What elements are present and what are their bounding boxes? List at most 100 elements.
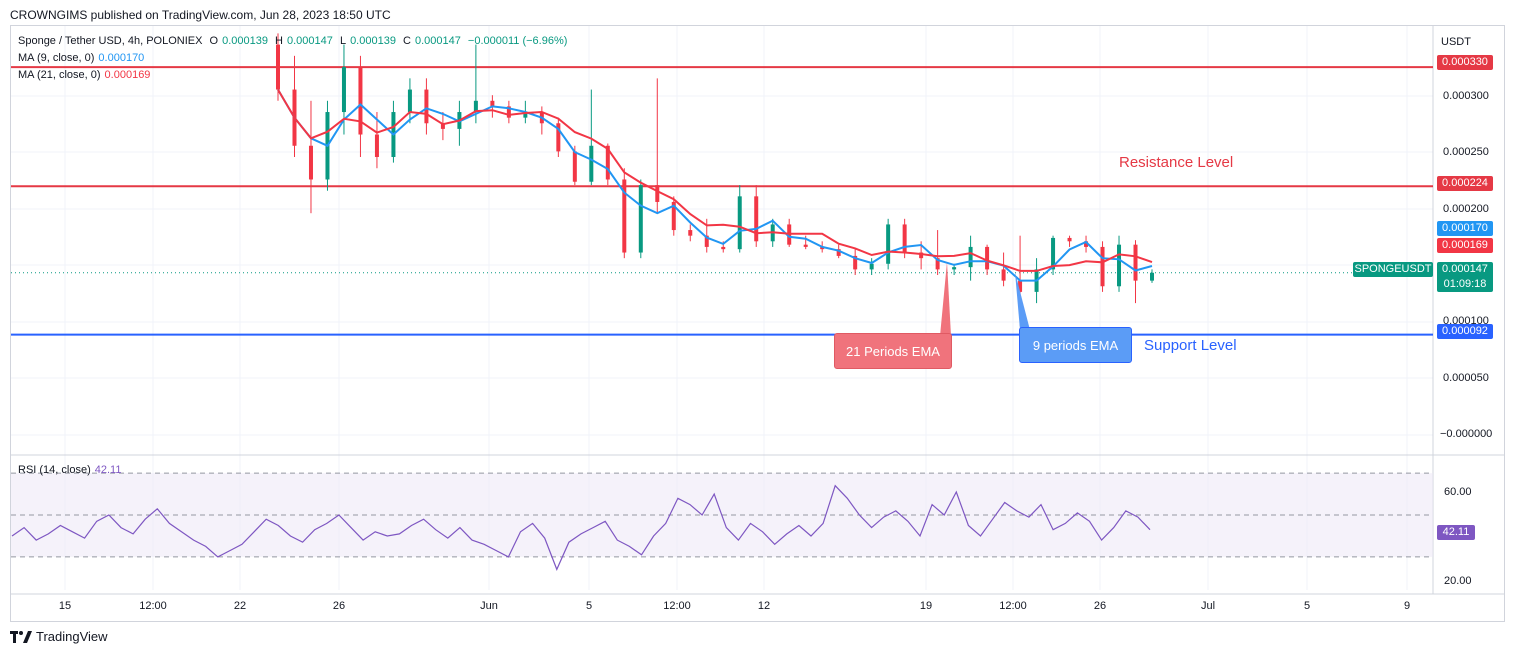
candle-body: [737, 196, 742, 250]
candle-body: [869, 263, 874, 270]
candle-body: [952, 267, 957, 270]
bar-countdown: 01:09:18: [1443, 278, 1487, 290]
candle-body: [1100, 246, 1105, 287]
legend-l-value: 0.000139: [350, 35, 396, 47]
ema21-callout-pointer: [940, 262, 951, 336]
candle-body: [1133, 244, 1138, 281]
time-tick-label: 12:00: [139, 600, 167, 612]
candle-body: [605, 145, 610, 180]
ema9-callout: 9 periods EMA: [1019, 327, 1132, 363]
candle-body: [671, 201, 676, 231]
legend-o-label: O: [209, 35, 219, 47]
candle-body: [407, 89, 412, 113]
candle-body: [1051, 237, 1056, 270]
chart-frame: [10, 25, 1505, 622]
legend-h-value: 0.000147: [286, 35, 333, 47]
candle-body: [886, 224, 891, 264]
candle-body: [622, 179, 627, 253]
candle-body: [1001, 269, 1006, 281]
currency-label: USDT: [1441, 36, 1471, 48]
candle-body: [688, 230, 693, 236]
last-price-value: 0.000147: [1442, 263, 1488, 275]
support-price-label: 0.000092: [1437, 324, 1493, 339]
candle-body: [473, 100, 478, 113]
legend-symbol-row: Sponge / Tether USD, 4h, POLONIEX O 0.000…: [18, 35, 571, 47]
candle-body: [1067, 237, 1072, 242]
legend-h-label: H: [275, 35, 283, 47]
candle-body: [589, 145, 594, 182]
horizontal-levels: [11, 66, 1433, 336]
moving-averages: [277, 89, 1153, 336]
time-tick-label: 19: [920, 600, 932, 612]
candle-body: [721, 246, 726, 250]
legend-rsi-row: RSI (14, close) 42.11: [18, 464, 125, 476]
legend-ma21-row: MA (21, close, 0) 0.000169: [18, 69, 154, 81]
publisher-line: CROWNGIMS published on TradingView.com, …: [10, 8, 391, 22]
time-tick-label: 22: [234, 600, 246, 612]
footer-brand[interactable]: TradingView: [10, 629, 108, 644]
legend-ma9-value: 0.000170: [98, 52, 145, 64]
candle-body: [358, 67, 363, 135]
legend-rsi-label: RSI (14, close): [18, 464, 91, 476]
candle-body: [820, 246, 825, 250]
price-tick: 0.000300: [1443, 90, 1489, 102]
rsi-line: [11, 484, 1151, 571]
ema21-callout: 21 Periods EMA: [834, 333, 952, 369]
candle-body: [968, 246, 973, 268]
time-tick-label: 26: [1094, 600, 1106, 612]
top-line-price-label: 0.000330: [1437, 55, 1493, 70]
time-tick-label: 12: [758, 600, 770, 612]
time-tick-label: 9: [1404, 600, 1410, 612]
price-tick: 0.000050: [1443, 372, 1489, 384]
candle-body: [803, 244, 808, 247]
ma21-price-label: 0.000169: [1437, 238, 1493, 253]
rsi-value-label: 42.11: [1437, 525, 1475, 540]
time-tick-label: 26: [333, 600, 345, 612]
ma9-line: [277, 89, 1153, 282]
time-tick-label: 15: [59, 600, 71, 612]
candle-body: [506, 106, 511, 118]
tradingview-logo-icon: [10, 630, 32, 643]
time-tick-label: 12:00: [663, 600, 691, 612]
resistance-annotation: Resistance Level: [1119, 154, 1234, 171]
candle-body: [1084, 241, 1089, 247]
ma9-price-label: 0.000170: [1437, 221, 1493, 236]
candle-body: [440, 123, 445, 129]
candle-body: [523, 112, 528, 118]
legend-ma9-row: MA (9, close, 0) 0.000170: [18, 52, 148, 64]
price-tick: 0.000200: [1443, 203, 1489, 215]
candles: [276, 33, 1154, 326]
rsi-tick: 60.00: [1444, 486, 1472, 498]
resistance-price-label: 0.000224: [1437, 176, 1493, 191]
symbol-tag: SPONGEUSDT: [1353, 262, 1433, 277]
legend-c-value: 0.000147: [414, 35, 461, 47]
price-tick: −0.000000: [1440, 428, 1493, 440]
ema9-callout-pointer: [1015, 272, 1030, 330]
time-tick-label: Jun: [480, 600, 498, 612]
candle-body: [276, 44, 280, 90]
candle-body: [836, 249, 841, 256]
legend-ma21-value: 0.000169: [104, 69, 151, 81]
time-tick-label: 5: [1304, 600, 1310, 612]
candle-body: [985, 246, 990, 270]
ma21-line: [277, 89, 1153, 272]
candle-body: [638, 185, 643, 253]
candle-body: [424, 89, 429, 124]
candle-body: [935, 258, 940, 270]
legend-c-label: C: [403, 35, 411, 47]
rsi-tick: 20.00: [1444, 575, 1472, 587]
footer-brand-text: TradingView: [36, 629, 108, 644]
legend-o-value: 0.000139: [222, 35, 268, 47]
last-price-label: 0.000147 01:09:18: [1437, 262, 1493, 292]
rsi-pane: [11, 472, 1433, 571]
candle-body: [308, 145, 313, 180]
time-axis: 15 12:00 22 26 Jun 5 12:00 12 19 12:00 26 Jul 5 9: [59, 600, 1410, 612]
time-tick-label: 12:00: [999, 600, 1027, 612]
candle-body: [490, 100, 495, 107]
candle-body: [572, 151, 577, 182]
candle-body: [853, 255, 858, 270]
candle-body: [1150, 272, 1154, 281]
support-annotation: Support Level: [1144, 337, 1237, 354]
legend-rsi-value: 42.11: [94, 464, 122, 476]
